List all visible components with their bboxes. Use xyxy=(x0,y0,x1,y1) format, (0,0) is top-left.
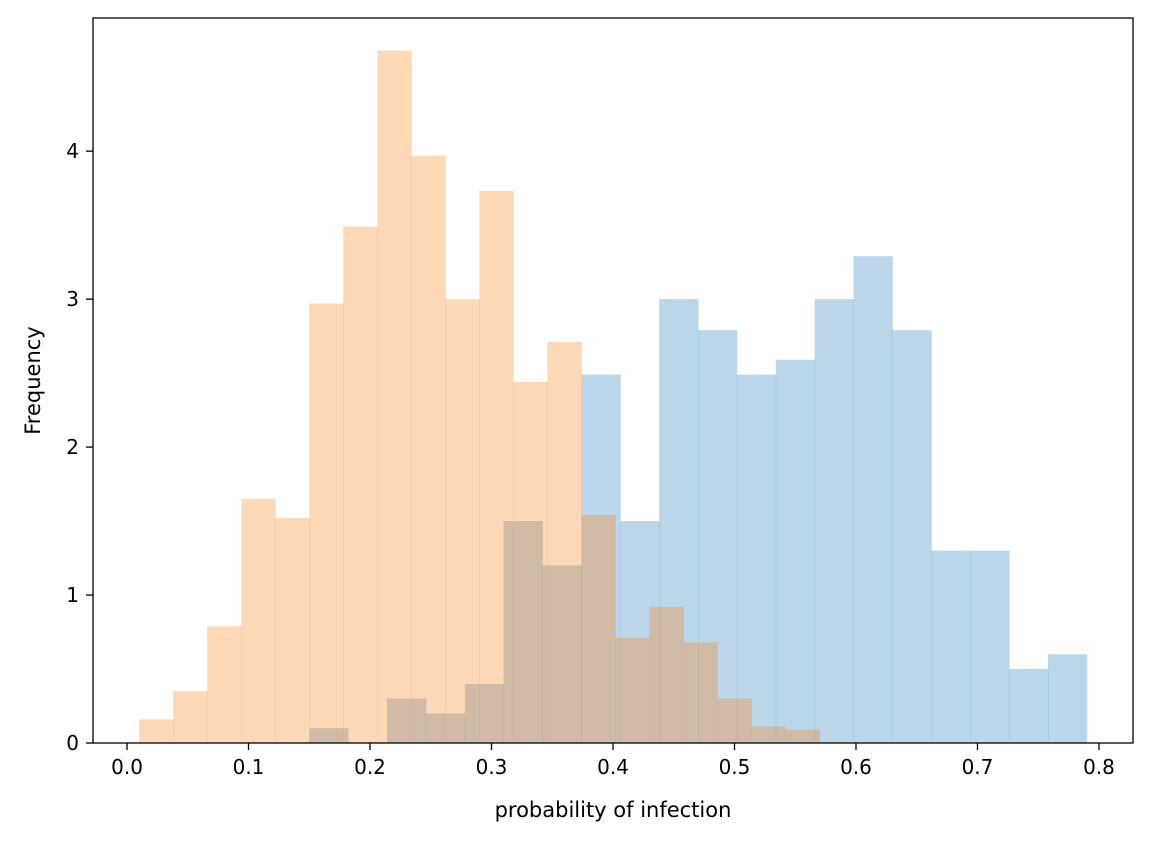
histogram-bar-series-1-bin-10 xyxy=(479,191,514,744)
x-tick-label-0: 0.0 xyxy=(111,755,143,779)
histogram-bar-series-0-bin-13 xyxy=(814,299,854,743)
x-tick-label-1: 0.1 xyxy=(233,755,265,779)
histogram-bar-series-1-bin-6 xyxy=(343,226,378,743)
histogram-bar-series-1-bin-14 xyxy=(615,637,650,743)
y-axis-ticks: 0 1 2 3 4 xyxy=(66,139,93,755)
y-tick-label-2: 2 xyxy=(66,435,79,459)
x-tick-label-5: 0.5 xyxy=(719,755,751,779)
histogram-bar-series-0-bin-14 xyxy=(853,256,893,743)
x-tick-label-3: 0.3 xyxy=(476,755,508,779)
x-tick-label-7: 0.7 xyxy=(962,755,994,779)
x-tick-label-6: 0.6 xyxy=(840,755,872,779)
histogram-bar-series-1-bin-12 xyxy=(547,342,582,743)
histogram-bar-series-0-bin-7 xyxy=(581,374,621,743)
histogram-bar-series-1-bin-7 xyxy=(377,50,412,744)
histogram-bar-series-0-bin-9 xyxy=(659,299,699,743)
histogram-bar-series-1-bin-0 xyxy=(139,719,174,743)
y-tick-label-0: 0 xyxy=(66,731,79,755)
histogram-bars xyxy=(139,50,1088,744)
histogram-bar-series-0-bin-11 xyxy=(736,374,777,743)
x-tick-label-4: 0.4 xyxy=(597,755,629,779)
x-axis-label: probability of infection xyxy=(495,798,732,822)
histogram-bar-series-0-bin-6 xyxy=(542,565,582,743)
histogram-bar-series-0-bin-3 xyxy=(425,713,466,743)
histogram-bar-series-0-bin-2 xyxy=(387,698,427,743)
histogram-bar-series-1-bin-8 xyxy=(411,155,446,744)
histogram-bar-series-0-bin-17 xyxy=(970,550,1010,743)
histogram-bar-series-0-bin-5 xyxy=(503,521,543,743)
histogram-bar-series-0-bin-0 xyxy=(309,728,349,743)
histogram-bar-series-1-bin-19 xyxy=(785,729,820,743)
histogram-bar-series-0-bin-10 xyxy=(698,330,738,743)
histogram-bar-series-1-bin-2 xyxy=(207,626,242,743)
histogram-bar-series-1-bin-16 xyxy=(683,642,718,743)
histogram-bar-series-0-bin-12 xyxy=(775,359,816,743)
y-tick-label-3: 3 xyxy=(66,287,79,311)
x-tick-label-2: 0.2 xyxy=(354,755,386,779)
histogram-bar-series-1-bin-9 xyxy=(445,299,480,743)
x-axis-ticks: 0.0 0.1 0.2 0.3 0.4 0.5 0.6 0.7 0.8 xyxy=(111,743,1115,779)
histogram-bar-series-1-bin-5 xyxy=(309,303,344,743)
histogram-bar-series-1-bin-1 xyxy=(173,691,208,743)
histogram-bar-series-1-bin-3 xyxy=(241,498,276,743)
histogram-bar-series-1-bin-17 xyxy=(717,698,752,743)
histogram-bar-series-0-bin-19 xyxy=(1047,654,1088,743)
histogram-bar-series-1-bin-4 xyxy=(275,518,310,743)
histogram-bar-series-1-bin-18 xyxy=(751,726,786,743)
histogram-bar-series-0-bin-18 xyxy=(1009,669,1049,743)
histogram-bar-series-1-bin-15 xyxy=(649,606,684,743)
y-tick-label-4: 4 xyxy=(66,139,79,163)
histogram-bar-series-0-bin-15 xyxy=(892,330,932,743)
histogram-bar-series-0-bin-4 xyxy=(464,683,505,743)
y-tick-label-1: 1 xyxy=(66,583,79,607)
histogram-bar-series-0-bin-16 xyxy=(931,550,971,743)
histogram-bar-series-1-bin-11 xyxy=(513,381,548,743)
histogram-bar-series-1-bin-13 xyxy=(581,515,616,743)
histogram-bar-series-0-bin-8 xyxy=(620,521,660,743)
y-axis-label: Frequency xyxy=(21,326,45,435)
x-tick-label-8: 0.8 xyxy=(1083,755,1115,779)
